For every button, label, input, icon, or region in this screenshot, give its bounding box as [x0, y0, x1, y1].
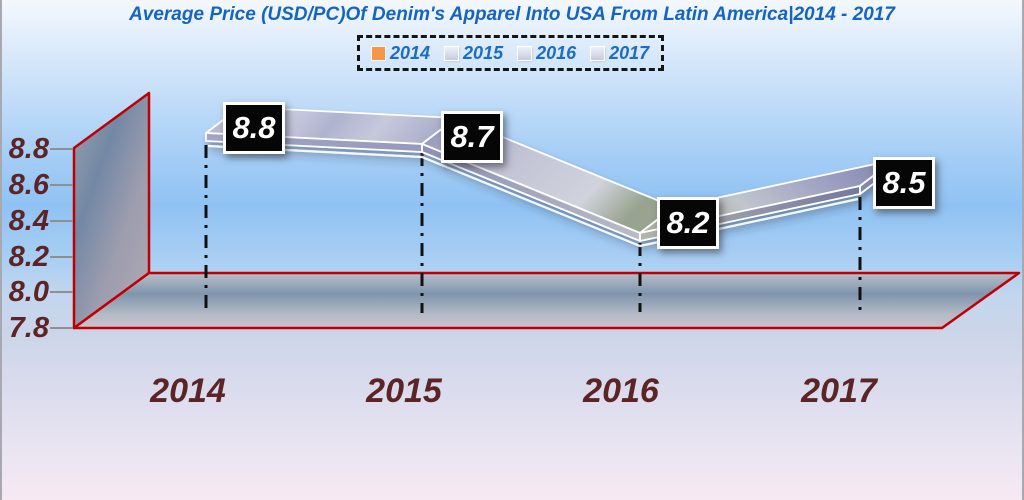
- x-category-label: 2014: [150, 372, 226, 410]
- legend-swatch-2015-icon: [445, 46, 459, 60]
- legend-label: 2014: [390, 42, 431, 63]
- x-category-label: 2017: [801, 372, 877, 410]
- chart-title: Average Price (USD/PC)Of Denim's Apparel…: [129, 4, 895, 25]
- legend-label: 2017: [609, 42, 650, 63]
- drop-lines: [204, 145, 862, 314]
- legend-label: 2015: [463, 42, 504, 63]
- y-tick-label: 7.8: [8, 312, 49, 344]
- legend-swatch-2017-icon: [591, 46, 605, 60]
- legend-item-2014[interactable]: 2014: [372, 43, 430, 64]
- price-ribbon[interactable]: [205, 106, 895, 248]
- legend-label: 2016: [536, 42, 577, 63]
- y-axis-ticks: [50, 148, 73, 329]
- chart-3d-floor: [72, 271, 1021, 330]
- ribbon-underline: [207, 144, 859, 248]
- legend-item-2015[interactable]: 2015: [445, 43, 503, 64]
- y-tick-label: 8.4: [8, 205, 49, 237]
- x-category-label: 2016: [583, 372, 659, 410]
- data-label-2016: 8.2: [657, 197, 719, 249]
- y-tick-label: 8.0: [8, 276, 49, 308]
- legend-item-2016[interactable]: 2016: [518, 43, 576, 64]
- chart-legend[interactable]: 2014 2015 2016 2017: [357, 35, 665, 71]
- x-category-label: 2015: [366, 372, 442, 410]
- data-label-2014: 8.8: [223, 102, 285, 154]
- data-label-2017: 8.5: [873, 157, 935, 209]
- y-tick-label: 8.6: [8, 169, 49, 201]
- legend-item-2017[interactable]: 2017: [591, 43, 649, 64]
- legend-swatch-2016-icon: [518, 46, 532, 60]
- y-tick-label: 8.8: [8, 133, 49, 165]
- y-tick-label: 8.2: [8, 241, 49, 273]
- data-label-2015: 8.7: [441, 111, 503, 163]
- legend-swatch-2014-icon: [372, 46, 385, 60]
